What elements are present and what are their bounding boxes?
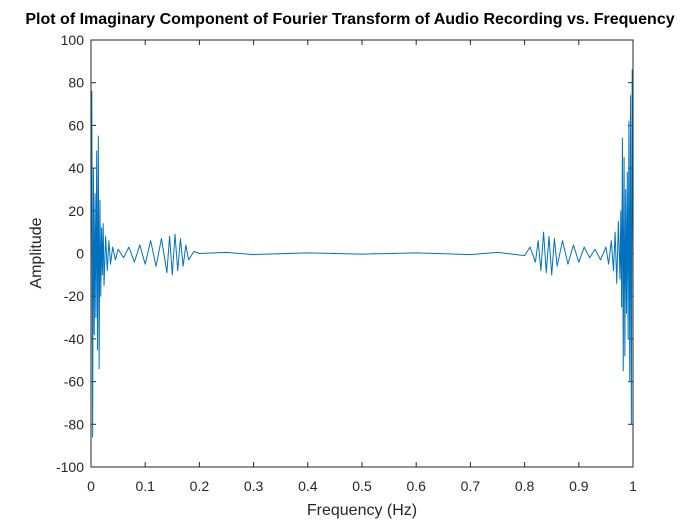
x-tick-label: 0.7 — [461, 478, 481, 494]
x-axis: 0 0.1 0.2 0.3 0.4 0.5 0.6 0.7 0.8 0.9 1 — [87, 40, 637, 494]
y-tick-label: -60 — [64, 374, 84, 390]
x-tick-label: 0.3 — [244, 478, 264, 494]
x-tick-label: 0 — [87, 478, 95, 494]
y-tick-label: -80 — [64, 416, 84, 432]
x-tick-label: 0.5 — [352, 478, 372, 494]
x-tick-label: 0.9 — [569, 478, 589, 494]
x-axis-label: Frequency (Hz) — [307, 502, 417, 519]
y-tick-label: -100 — [56, 459, 84, 475]
plot-area — [91, 40, 633, 467]
y-tick-label: -40 — [64, 331, 84, 347]
y-axis: 100 80 60 40 20 0 -20 -40 -60 -80 -100 — [56, 32, 633, 475]
y-axis-label: Amplitude — [28, 217, 45, 288]
y-tick-label: 100 — [61, 32, 85, 48]
y-tick-label: 20 — [68, 203, 84, 219]
x-tick-label: 1 — [629, 478, 637, 494]
series-line — [90, 69, 634, 438]
y-tick-label: -20 — [64, 288, 84, 304]
y-tick-label: 60 — [68, 117, 84, 133]
x-tick-label: 0.1 — [135, 478, 155, 494]
x-tick-label: 0.8 — [515, 478, 535, 494]
chart-title: Plot of Imaginary Component of Fourier T… — [25, 11, 674, 28]
x-tick-label: 0.2 — [190, 478, 210, 494]
y-tick-label: 0 — [76, 246, 84, 262]
x-tick-label: 0.4 — [298, 478, 318, 494]
plot-box — [90, 39, 634, 468]
x-tick-label: 0.6 — [406, 478, 426, 494]
y-tick-label: 40 — [68, 160, 84, 176]
y-tick-label: 80 — [68, 75, 84, 91]
